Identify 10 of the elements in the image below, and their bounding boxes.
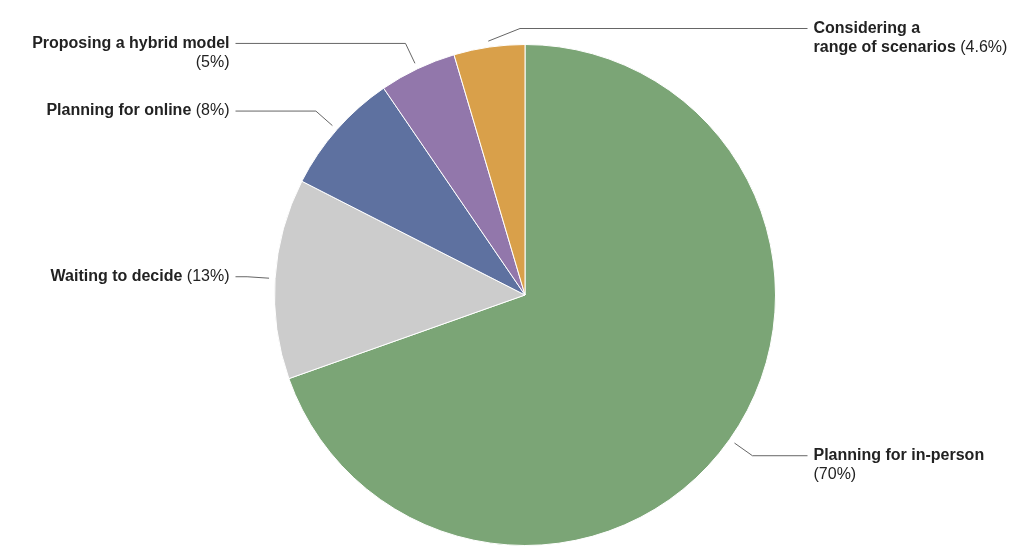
data-label: (5%) — [195, 52, 230, 70]
slice-label: Considering a range of scenarios — [813, 18, 956, 55]
data-label: (13%) — [186, 267, 230, 285]
slice-label: Proposing a hybrid model — [32, 33, 230, 51]
data-label: (4.6%) — [960, 37, 1008, 55]
slice-label: Planning for online — [46, 101, 192, 119]
slice-label: Planning for in-person — [813, 446, 985, 464]
data-label: (70%) — [813, 465, 857, 483]
slice-label: Waiting to decide — [50, 267, 183, 285]
data-label: (8%) — [195, 101, 230, 119]
